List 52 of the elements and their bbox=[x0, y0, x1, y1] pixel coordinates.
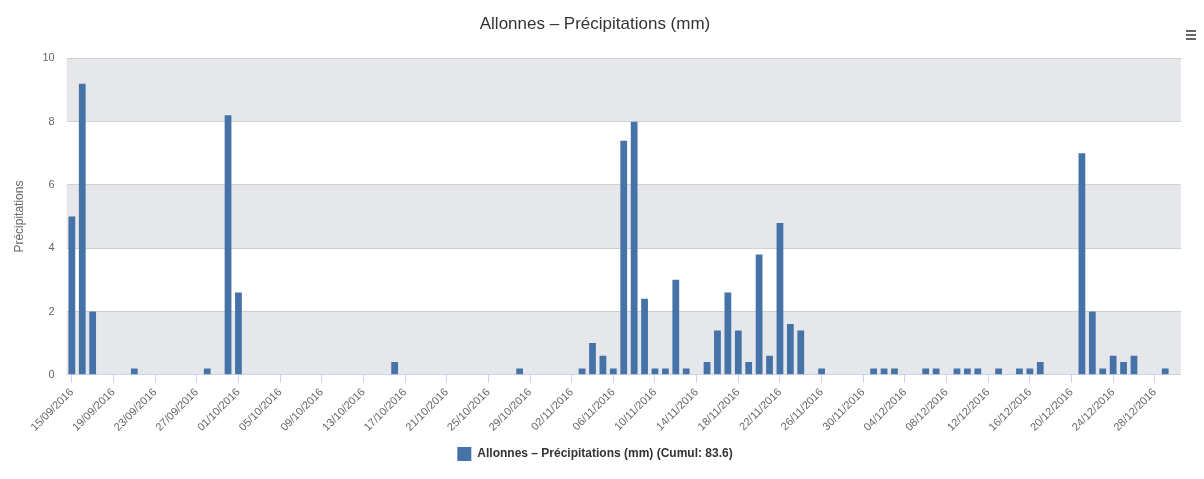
y-tick-label: 6 bbox=[48, 177, 55, 190]
y-tick-label: 8 bbox=[48, 114, 55, 127]
chart-title: Allonnes – Précipitations (mm) bbox=[479, 13, 711, 33]
bar bbox=[797, 330, 805, 375]
bar bbox=[516, 368, 523, 375]
bar bbox=[766, 355, 773, 375]
bar bbox=[651, 368, 659, 375]
bar bbox=[672, 279, 680, 375]
bar bbox=[89, 311, 97, 375]
y-tick-label: 4 bbox=[48, 241, 55, 254]
bar bbox=[734, 330, 742, 375]
bar bbox=[662, 368, 669, 375]
bar bbox=[932, 368, 940, 375]
bar bbox=[1016, 368, 1023, 375]
bar bbox=[1161, 368, 1169, 375]
bar bbox=[682, 368, 690, 375]
bar bbox=[891, 368, 898, 375]
bar bbox=[724, 292, 732, 375]
bar bbox=[68, 216, 76, 375]
bar bbox=[620, 140, 628, 375]
bar bbox=[130, 368, 138, 375]
bar bbox=[963, 368, 971, 375]
bar bbox=[1120, 362, 1127, 375]
bar bbox=[1036, 362, 1044, 375]
bar bbox=[995, 368, 1002, 375]
legend-label: Allonnes – Précipitations (mm) (Cumul: 83.6) bbox=[477, 446, 733, 461]
bar bbox=[609, 368, 617, 375]
bar bbox=[1099, 368, 1107, 375]
bar bbox=[589, 343, 596, 375]
bar bbox=[953, 368, 961, 375]
bar bbox=[745, 362, 753, 375]
y-tick-label: 0 bbox=[48, 367, 55, 380]
y-tick-label: 10 bbox=[42, 51, 55, 64]
bar bbox=[630, 121, 638, 375]
bar bbox=[818, 368, 825, 375]
bar bbox=[1026, 368, 1034, 375]
bar bbox=[78, 83, 86, 375]
bar bbox=[974, 368, 982, 375]
y-tick-label: 2 bbox=[48, 304, 55, 317]
bar bbox=[786, 324, 794, 375]
bar bbox=[203, 368, 211, 375]
y-axis-title: Précipitations bbox=[11, 180, 26, 253]
bar bbox=[641, 298, 648, 375]
bar bbox=[391, 362, 399, 375]
bar bbox=[578, 368, 586, 375]
bar bbox=[1109, 355, 1117, 375]
bar bbox=[1088, 311, 1096, 375]
bar bbox=[235, 292, 242, 375]
bar bbox=[870, 368, 878, 375]
bar bbox=[880, 368, 888, 375]
bar bbox=[714, 330, 721, 375]
bar bbox=[922, 368, 930, 375]
